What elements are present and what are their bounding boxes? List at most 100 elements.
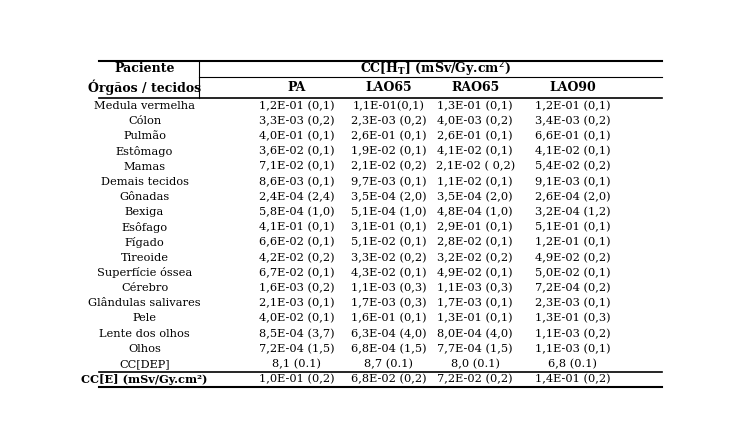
Text: 7,7E-04 (1,5): 7,7E-04 (1,5) bbox=[437, 344, 513, 354]
Text: Fígado: Fígado bbox=[125, 237, 165, 248]
Text: 9,1E-03 (0,1): 9,1E-03 (0,1) bbox=[535, 177, 611, 187]
Text: 3,3E-03 (0,2): 3,3E-03 (0,2) bbox=[259, 116, 335, 126]
Text: 1,7E-03 (0,1): 1,7E-03 (0,1) bbox=[437, 298, 513, 308]
Text: Glândulas salivares: Glândulas salivares bbox=[88, 298, 201, 308]
Text: 7,2E-04 (0,2): 7,2E-04 (0,2) bbox=[535, 283, 611, 293]
Text: 4,0E-01 (0,1): 4,0E-01 (0,1) bbox=[259, 131, 335, 141]
Text: 4,8E-04 (1,0): 4,8E-04 (1,0) bbox=[437, 207, 513, 217]
Text: 4,0E-02 (0,1): 4,0E-02 (0,1) bbox=[259, 313, 335, 323]
Text: CC[E] (mSv/Gy.cm²): CC[E] (mSv/Gy.cm²) bbox=[82, 374, 208, 385]
Text: 1,9E-02 (0,1): 1,9E-02 (0,1) bbox=[351, 146, 427, 156]
Text: 6,6E-02 (0,1): 6,6E-02 (0,1) bbox=[259, 237, 335, 248]
Text: 4,3E-02 (0,1): 4,3E-02 (0,1) bbox=[351, 268, 427, 278]
Text: 5,8E-04 (1,0): 5,8E-04 (1,0) bbox=[259, 207, 335, 217]
Text: RAO65: RAO65 bbox=[451, 81, 499, 94]
Text: 2,6E-01 (0,1): 2,6E-01 (0,1) bbox=[351, 131, 427, 141]
Text: 8,0E-04 (4,0): 8,0E-04 (4,0) bbox=[437, 328, 513, 339]
Text: Superfície óssea: Superfície óssea bbox=[97, 268, 192, 278]
Text: 2,1E-03 (0,1): 2,1E-03 (0,1) bbox=[259, 298, 335, 308]
Text: Lente dos olhos: Lente dos olhos bbox=[99, 329, 190, 338]
Text: 8,0 (0.1): 8,0 (0.1) bbox=[450, 359, 499, 369]
Text: 4,1E-01 (0,1): 4,1E-01 (0,1) bbox=[259, 222, 335, 233]
Text: 2,1E-02 (0,2): 2,1E-02 (0,2) bbox=[351, 161, 427, 172]
Text: 1,1E-03 (0,3): 1,1E-03 (0,3) bbox=[351, 283, 427, 293]
Text: 1,0E-01 (0,2): 1,0E-01 (0,2) bbox=[259, 374, 335, 385]
Text: Olhos: Olhos bbox=[128, 344, 161, 354]
Text: Demais tecidos: Demais tecidos bbox=[100, 177, 188, 187]
Text: PA: PA bbox=[288, 81, 306, 94]
Text: Medula vermelha: Medula vermelha bbox=[94, 101, 195, 111]
Text: 1,4E-01 (0,2): 1,4E-01 (0,2) bbox=[535, 374, 611, 385]
Text: 2,3E-03 (0,2): 2,3E-03 (0,2) bbox=[351, 116, 427, 126]
Text: 5,1E-02 (0,1): 5,1E-02 (0,1) bbox=[351, 237, 427, 248]
Text: 7,2E-04 (1,5): 7,2E-04 (1,5) bbox=[259, 344, 335, 354]
Text: 1,1E-03 (0,1): 1,1E-03 (0,1) bbox=[535, 344, 611, 354]
Text: 1,3E-01 (0,1): 1,3E-01 (0,1) bbox=[437, 101, 513, 111]
Text: Gônadas: Gônadas bbox=[119, 192, 170, 202]
Text: 1,2E-01 (0,1): 1,2E-01 (0,1) bbox=[535, 101, 611, 111]
Text: Mamas: Mamas bbox=[123, 162, 165, 171]
Text: CC[H$_\mathregular{T}$] (mSv/Gy.cm$^2$): CC[H$_\mathregular{T}$] (mSv/Gy.cm$^2$) bbox=[360, 59, 510, 79]
Text: 1,1E-02 (0,1): 1,1E-02 (0,1) bbox=[437, 177, 513, 187]
Text: 6,8E-02 (0,2): 6,8E-02 (0,2) bbox=[351, 374, 427, 385]
Text: 1,3E-01 (0,1): 1,3E-01 (0,1) bbox=[437, 313, 513, 323]
Text: Pele: Pele bbox=[133, 313, 157, 323]
Text: 2,4E-04 (2,4): 2,4E-04 (2,4) bbox=[259, 192, 335, 202]
Text: LAO65: LAO65 bbox=[366, 81, 413, 94]
Text: 2,1E-02 ( 0,2): 2,1E-02 ( 0,2) bbox=[436, 161, 515, 172]
Text: 8,5E-04 (3,7): 8,5E-04 (3,7) bbox=[259, 328, 335, 339]
Text: 2,3E-03 (0,1): 2,3E-03 (0,1) bbox=[535, 298, 611, 308]
Text: 3,5E-04 (2,0): 3,5E-04 (2,0) bbox=[351, 192, 427, 202]
Text: 4,9E-02 (0,1): 4,9E-02 (0,1) bbox=[437, 268, 513, 278]
Text: 6,6E-01 (0,1): 6,6E-01 (0,1) bbox=[535, 131, 611, 141]
Text: Cólon: Cólon bbox=[128, 116, 161, 126]
Text: LAO90: LAO90 bbox=[550, 81, 597, 94]
Text: 1,3E-01 (0,3): 1,3E-01 (0,3) bbox=[535, 313, 611, 323]
Text: Órgãos / tecidos: Órgãos / tecidos bbox=[88, 80, 201, 95]
Text: 4,0E-03 (0,2): 4,0E-03 (0,2) bbox=[437, 116, 513, 126]
Text: Tireoide: Tireoide bbox=[120, 253, 168, 263]
Text: 2,6E-04 (2,0): 2,6E-04 (2,0) bbox=[535, 192, 611, 202]
Text: 8,7 (0.1): 8,7 (0.1) bbox=[364, 359, 413, 369]
Text: 5,4E-02 (0,2): 5,4E-02 (0,2) bbox=[535, 161, 611, 172]
Text: Bexiga: Bexiga bbox=[125, 207, 164, 217]
Text: 3,4E-03 (0,2): 3,4E-03 (0,2) bbox=[535, 116, 611, 126]
Text: 9,7E-03 (0,1): 9,7E-03 (0,1) bbox=[351, 177, 427, 187]
Text: 8,1 (0.1): 8,1 (0.1) bbox=[272, 359, 321, 369]
Text: 7,2E-02 (0,2): 7,2E-02 (0,2) bbox=[437, 374, 513, 385]
Text: 5,1E-04 (1,0): 5,1E-04 (1,0) bbox=[351, 207, 427, 217]
Text: 3,2E-02 (0,2): 3,2E-02 (0,2) bbox=[437, 253, 513, 263]
Text: 4,1E-02 (0,1): 4,1E-02 (0,1) bbox=[437, 146, 513, 156]
Text: 7,1E-02 (0,1): 7,1E-02 (0,1) bbox=[259, 161, 335, 172]
Text: Cérebro: Cérebro bbox=[121, 283, 168, 293]
Text: 3,5E-04 (2,0): 3,5E-04 (2,0) bbox=[437, 192, 513, 202]
Text: 4,9E-02 (0,2): 4,9E-02 (0,2) bbox=[535, 253, 611, 263]
Text: 6,8E-04 (1,5): 6,8E-04 (1,5) bbox=[351, 344, 427, 354]
Text: 1,7E-03 (0,3): 1,7E-03 (0,3) bbox=[351, 298, 427, 308]
Text: 3,2E-04 (1,2): 3,2E-04 (1,2) bbox=[535, 207, 611, 217]
Text: 1,1E-01(0,1): 1,1E-01(0,1) bbox=[353, 101, 425, 111]
Text: 2,9E-01 (0,1): 2,9E-01 (0,1) bbox=[437, 222, 513, 233]
Text: 1,2E-01 (0,1): 1,2E-01 (0,1) bbox=[259, 101, 335, 111]
Text: 1,1E-03 (0,2): 1,1E-03 (0,2) bbox=[535, 328, 611, 339]
Text: 6,3E-04 (4,0): 6,3E-04 (4,0) bbox=[351, 328, 427, 339]
Text: 2,6E-01 (0,1): 2,6E-01 (0,1) bbox=[437, 131, 513, 141]
Text: 4,1E-02 (0,1): 4,1E-02 (0,1) bbox=[535, 146, 611, 156]
Text: 3,3E-02 (0,2): 3,3E-02 (0,2) bbox=[351, 253, 427, 263]
Text: 1,6E-03 (0,2): 1,6E-03 (0,2) bbox=[259, 283, 335, 293]
Text: 1,6E-01 (0,1): 1,6E-01 (0,1) bbox=[351, 313, 427, 323]
Text: 8,6E-03 (0,1): 8,6E-03 (0,1) bbox=[259, 177, 335, 187]
Text: 3,1E-01 (0,1): 3,1E-01 (0,1) bbox=[351, 222, 427, 233]
Text: Paciente: Paciente bbox=[114, 62, 175, 75]
Text: 5,0E-02 (0,1): 5,0E-02 (0,1) bbox=[535, 268, 611, 278]
Text: Estômago: Estômago bbox=[116, 146, 173, 157]
Text: 3,6E-02 (0,1): 3,6E-02 (0,1) bbox=[259, 146, 335, 156]
Text: Pulmão: Pulmão bbox=[123, 131, 166, 141]
Text: 2,8E-02 (0,1): 2,8E-02 (0,1) bbox=[437, 237, 513, 248]
Text: CC[DEP]: CC[DEP] bbox=[119, 359, 170, 369]
Text: Esôfago: Esôfago bbox=[122, 222, 168, 233]
Text: 6,8 (0.1): 6,8 (0.1) bbox=[548, 359, 597, 369]
Text: 5,1E-01 (0,1): 5,1E-01 (0,1) bbox=[535, 222, 611, 233]
Text: 1,1E-03 (0,3): 1,1E-03 (0,3) bbox=[437, 283, 513, 293]
Text: 1,2E-01 (0,1): 1,2E-01 (0,1) bbox=[535, 237, 611, 248]
